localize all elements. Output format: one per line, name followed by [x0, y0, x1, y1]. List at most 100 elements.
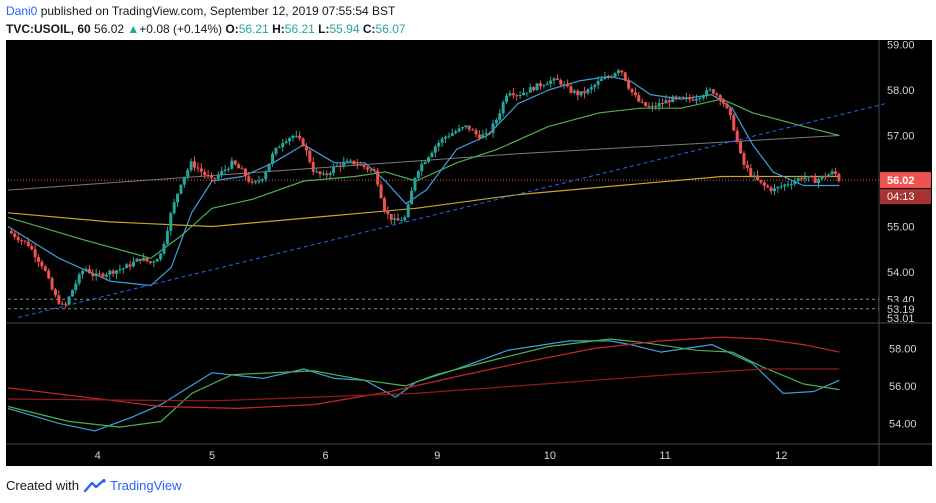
candle-body	[213, 177, 217, 179]
osc-red-line	[7, 336, 840, 409]
candle-body	[603, 77, 607, 80]
candle-body	[515, 95, 519, 97]
candle-body	[593, 84, 597, 88]
candle-body	[698, 98, 702, 100]
candle-body	[311, 162, 315, 172]
candle-body	[70, 290, 74, 297]
candle-body	[718, 95, 722, 101]
price-chart[interactable]: 59.0058.0057.0056.0055.0054.0053.4053.19…	[6, 40, 932, 466]
candle-body	[491, 123, 495, 134]
price-marker-bg	[880, 172, 931, 189]
candle-body	[759, 179, 763, 183]
candle-body	[664, 100, 668, 104]
candle-body	[16, 236, 20, 241]
created-with-text: Created with	[6, 478, 79, 493]
candle-body	[233, 160, 237, 165]
candle-body	[535, 83, 539, 91]
x-tick-label: 10	[544, 450, 556, 462]
lower-y-tick-label: 58.00	[889, 343, 917, 355]
candle-body	[355, 164, 359, 166]
candle-body	[20, 240, 24, 242]
candle-body	[528, 87, 532, 93]
candle-body	[569, 86, 573, 93]
symbol-label: TVC:USOIL, 60	[6, 22, 91, 36]
candle-body	[169, 213, 173, 231]
candle-body	[345, 160, 349, 162]
candle-body	[586, 89, 590, 94]
candle-body	[817, 179, 821, 184]
candle-body	[620, 70, 624, 73]
candle-body	[820, 175, 824, 180]
candle-body	[257, 180, 261, 182]
candle-body	[223, 169, 227, 172]
level-label-bg	[880, 301, 931, 316]
candle-body	[98, 273, 102, 275]
candle-body	[369, 169, 373, 171]
candle-body	[467, 125, 471, 130]
tradingview-brand[interactable]: TradingView	[109, 478, 182, 493]
x-tick-label: 6	[322, 450, 328, 462]
chart-area[interactable]: 59.0058.0057.0056.0055.0054.0053.4053.19…	[6, 40, 932, 466]
candle-body	[433, 146, 437, 153]
candle-body	[26, 241, 30, 247]
ma-gray-line	[7, 135, 840, 191]
candle-body	[128, 264, 132, 267]
candle-body	[349, 160, 353, 162]
candle-body	[596, 80, 600, 85]
candle-body	[627, 80, 631, 89]
candle-body	[450, 133, 454, 136]
candle-body	[579, 91, 583, 96]
candle-body	[101, 273, 105, 277]
candle-body	[74, 283, 78, 291]
candle-body	[159, 253, 163, 260]
candle-body	[630, 88, 634, 93]
y-tick-label: 55.00	[887, 221, 915, 233]
candle-body	[661, 103, 665, 105]
candle-body	[186, 170, 190, 177]
close-value: 56.07	[375, 22, 406, 36]
candle-body	[220, 171, 224, 176]
candle-body	[420, 164, 424, 172]
candle-body	[674, 96, 678, 98]
candle-body	[810, 176, 814, 178]
candle-body	[135, 258, 139, 262]
candle-body	[399, 220, 403, 222]
candle-body	[756, 175, 760, 180]
candle-body	[118, 269, 122, 271]
candle-body	[501, 101, 505, 114]
candle-body	[834, 171, 838, 174]
candle-body	[237, 164, 241, 169]
candle-body	[640, 101, 644, 103]
lower-y-tick-label: 54.00	[889, 418, 917, 430]
candle-body	[162, 243, 166, 254]
candle-body	[396, 218, 400, 221]
candle-body	[271, 153, 275, 164]
candle-body	[576, 90, 580, 96]
y-tick-label: 53.19	[887, 304, 915, 316]
candle-body	[623, 72, 627, 81]
candle-body	[43, 266, 47, 271]
osc-green-line	[7, 338, 840, 428]
author-link[interactable]: Dani0	[6, 4, 38, 18]
candle-body	[525, 92, 529, 94]
candle-body	[678, 96, 682, 98]
candle-body	[644, 102, 648, 107]
candle-body	[667, 100, 671, 103]
candle-body	[606, 77, 610, 79]
ma-gold-line	[7, 175, 840, 228]
x-tick-label: 4	[95, 450, 101, 462]
candle-body	[416, 171, 420, 178]
candle-body	[671, 96, 675, 103]
candle-body	[298, 135, 302, 139]
candle-body	[294, 135, 298, 137]
y-tick-label: 53.01	[887, 313, 915, 325]
last-price: 56.02	[94, 22, 125, 36]
candle-body	[522, 92, 526, 96]
candle-body	[203, 171, 207, 175]
candle-body	[115, 270, 119, 274]
candle-body	[813, 177, 817, 184]
candle-body	[613, 73, 617, 77]
candle-body	[362, 164, 366, 168]
candle-body	[694, 98, 698, 101]
candle-body	[260, 179, 264, 181]
